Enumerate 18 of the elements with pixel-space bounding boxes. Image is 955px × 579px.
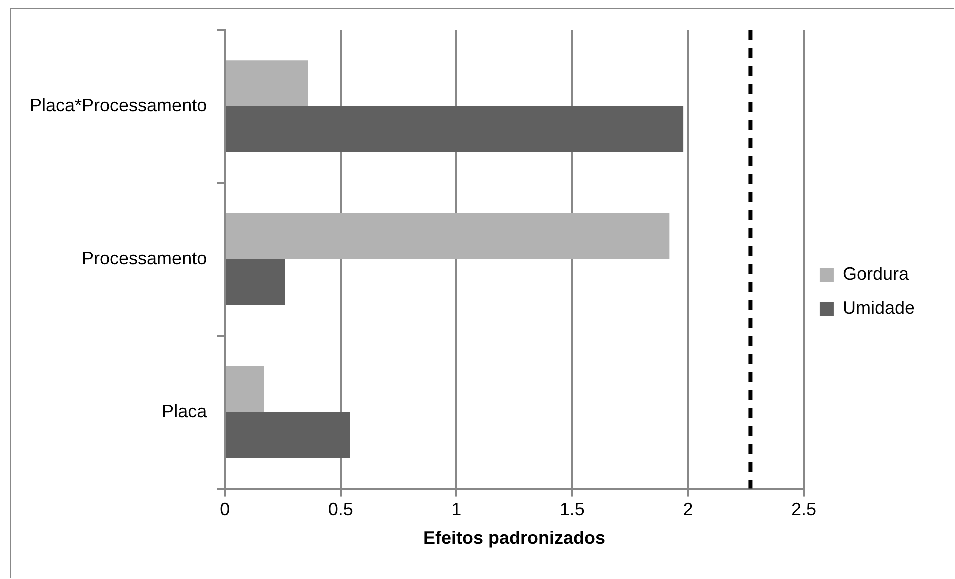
x-tick-label: 2 bbox=[683, 500, 694, 520]
legend-label: Umidade bbox=[842, 298, 916, 318]
legend-label: Gordura bbox=[842, 264, 910, 284]
x-axis-title: Efeitos padronizados bbox=[424, 528, 606, 548]
x-tick-label: 1 bbox=[452, 500, 462, 520]
bar bbox=[226, 412, 350, 458]
x-tick-label: 1.5 bbox=[560, 500, 585, 520]
bar bbox=[226, 60, 308, 106]
bar bbox=[226, 106, 684, 152]
bar bbox=[226, 366, 264, 412]
y-tick-label: Processamento bbox=[82, 248, 208, 268]
x-tick-label: 0.5 bbox=[328, 500, 354, 520]
bar bbox=[226, 214, 670, 260]
bar bbox=[226, 259, 286, 306]
x-tick-label: 0 bbox=[220, 500, 230, 520]
y-tick-label: Placa bbox=[162, 401, 208, 422]
x-tick-label: 2.5 bbox=[791, 500, 816, 520]
y-tick-label: Placa*Processamento bbox=[30, 95, 208, 116]
